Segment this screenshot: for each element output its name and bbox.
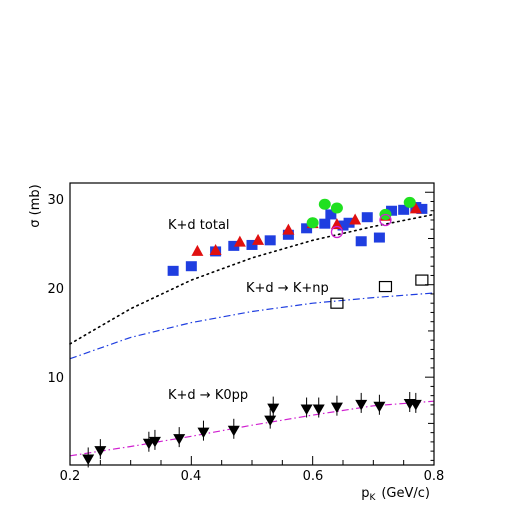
- data-point-circle: [330, 202, 343, 214]
- data-point-square: [361, 212, 373, 223]
- data-point-circle: [318, 198, 331, 210]
- data-point-triangle-down: [355, 399, 368, 411]
- data-point-square: [185, 261, 197, 272]
- annotation-total: K+d total: [168, 218, 230, 233]
- data-point-square: [373, 232, 385, 243]
- data-point-square: [264, 235, 276, 246]
- data-point-triangle-up: [349, 213, 362, 225]
- data-point-triangle-down: [173, 434, 186, 445]
- data-point-square: [398, 204, 410, 215]
- y-tick-label: 30: [47, 193, 64, 208]
- data-point-open-square: [378, 280, 393, 293]
- axis-ticks: [69, 191, 435, 465]
- annotation-pp: K+d → K0pp: [168, 388, 248, 403]
- data-point-triangle-down: [148, 436, 161, 448]
- x-tick-label: 0.6: [303, 469, 324, 484]
- data-point-triangle-down: [409, 399, 422, 411]
- data-point-square: [301, 223, 313, 234]
- theory-curve-dashed: [69, 400, 435, 457]
- annotation-np: K+d → K+np: [246, 281, 329, 296]
- data-point-square: [325, 209, 337, 220]
- y-tick-labels: 10 20 30: [47, 193, 64, 386]
- x-axis-title: pK (GeV/c): [361, 486, 430, 503]
- data-point-square: [355, 236, 367, 247]
- data-point-triangle-down: [373, 401, 386, 413]
- data-point-square: [343, 217, 355, 228]
- y-axis-title: σ (mb): [28, 184, 43, 227]
- theory-curve-dashed: [69, 292, 435, 360]
- data-point-triangle-down: [330, 402, 343, 414]
- data-point-square: [282, 229, 294, 240]
- data-point-triangle-up: [330, 218, 343, 230]
- data-point-triangle-down: [300, 404, 313, 416]
- data-point-triangle-down: [94, 446, 107, 457]
- data-point-triangle-up: [252, 233, 265, 245]
- plot-frame: [69, 182, 435, 466]
- x-tick-label: 0.2: [60, 469, 81, 484]
- data-point-triangle-down: [82, 454, 95, 465]
- data-point-square: [416, 203, 428, 214]
- data-point-square: [246, 239, 258, 250]
- data-point-circle: [306, 217, 319, 229]
- theory-curves: [69, 213, 435, 457]
- data-point-square: [167, 265, 179, 276]
- data-point-triangle-up: [191, 244, 204, 256]
- data-point-triangle-down: [197, 427, 210, 439]
- data-point-triangle-down: [267, 403, 280, 415]
- data-point-triangle-down: [312, 404, 325, 416]
- data-point-triangle-up: [209, 243, 222, 255]
- data-point-triangle-down: [227, 425, 240, 437]
- data-point-open-circle: [330, 225, 344, 239]
- data-point-square: [337, 220, 349, 231]
- data-point-open-square: [330, 297, 344, 309]
- data-point-triangle-up: [282, 223, 295, 235]
- data-point-square: [386, 205, 398, 216]
- data-point-triangle-up: [233, 235, 246, 247]
- y-tick-label: 20: [47, 282, 64, 297]
- x-tick-labels: 0.2 0.4 0.6 0.8: [60, 469, 445, 484]
- data-point-triangle-up: [409, 202, 422, 214]
- data-point-square: [319, 218, 331, 229]
- data-point-square: [228, 240, 240, 251]
- data-point-circle: [403, 196, 416, 208]
- x-tick-label: 0.4: [181, 469, 202, 484]
- x-tick-label: 0.8: [424, 469, 445, 484]
- data-point-open-circle: [379, 213, 392, 227]
- y-tick-label: 10: [47, 371, 64, 386]
- data-point-triangle-down: [264, 415, 277, 427]
- data-points: [82, 196, 429, 468]
- data-point-open-square: [415, 274, 429, 286]
